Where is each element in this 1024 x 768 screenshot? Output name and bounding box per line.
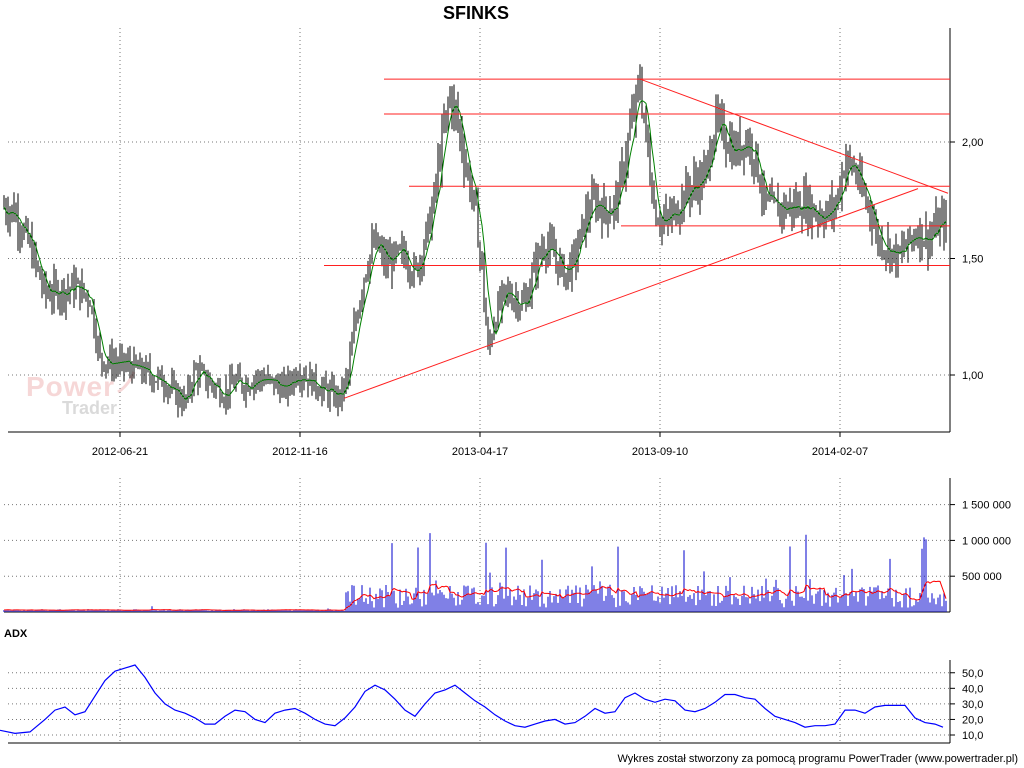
volume-tick-label-2: 1 500 000 xyxy=(962,500,1011,512)
volume-average-line xyxy=(3,580,947,611)
volume-panel: 500 000 1 000 000 1 500 000 xyxy=(3,478,1011,613)
date-axis-ticks: 2012-06-21 2012-11-16 2013-04-17 2013-09-10… xyxy=(92,432,868,458)
adx-tick-label-0: 10,0 xyxy=(962,730,983,742)
price-tick-label-1: 1,50 xyxy=(962,254,983,266)
date-tick-label-2: 2013-04-17 xyxy=(452,446,508,458)
footer-credit: Wykres został stworzony za pomocą progra… xyxy=(617,753,1018,765)
adx-panel-title: ADX xyxy=(4,628,28,640)
volume-tick-label-0: 500 000 xyxy=(962,571,1002,583)
adx-tick-label-3: 40,0 xyxy=(962,683,983,695)
price-panel: 1,00 1,50 2,00 2012-06-21 2012-11-16 2013-04… xyxy=(3,28,983,458)
adx-panel: ADX 10,0 20,0 30,0 40,0 50,0 xyxy=(0,628,983,744)
trendline-1 xyxy=(639,78,949,194)
svg-text:Trader: Trader xyxy=(62,398,117,418)
volume-gridlines xyxy=(4,478,950,612)
volume-axis-ticks: 500 000 1 000 000 1 500 000 xyxy=(950,500,1011,583)
price-tick-label-0: 1,00 xyxy=(962,370,983,382)
adx-tick-label-4: 50,0 xyxy=(962,668,983,680)
volume-bars xyxy=(3,533,947,612)
chart-title: SFINKS xyxy=(443,3,509,23)
adx-tick-label-1: 20,0 xyxy=(962,714,983,726)
date-tick-label-1: 2012-11-16 xyxy=(272,446,327,458)
adx-line xyxy=(0,664,944,735)
price-candles xyxy=(3,64,947,418)
price-trendlines xyxy=(324,78,950,399)
trendline-0 xyxy=(343,188,919,399)
volume-tick-label-1: 1 000 000 xyxy=(962,535,1011,547)
date-tick-label-3: 2013-09-10 xyxy=(632,446,688,458)
adx-tick-label-2: 30,0 xyxy=(962,699,983,711)
adx-axis-ticks: 10,0 20,0 30,0 40,0 50,0 xyxy=(950,668,983,742)
adx-gridlines xyxy=(8,660,950,743)
price-tick-label-2: 2,00 xyxy=(962,137,983,149)
date-tick-label-0: 2012-06-21 xyxy=(92,446,148,458)
date-tick-label-4: 2014-02-07 xyxy=(812,446,868,458)
price-gridlines xyxy=(8,28,950,432)
price-axis-ticks: 1,00 1,50 2,00 xyxy=(950,137,983,382)
svg-text:Power: Power xyxy=(26,371,115,402)
price-moving-average-line xyxy=(3,99,947,401)
powertrader-watermark-logo: Power Trader xyxy=(26,371,136,418)
